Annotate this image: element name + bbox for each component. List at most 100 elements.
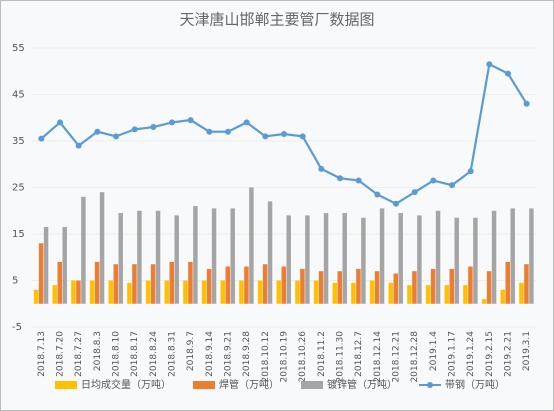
x-tick-label: 2018.8.3 — [93, 331, 103, 371]
line-point — [243, 119, 250, 126]
bar — [505, 261, 510, 304]
bar — [318, 271, 324, 304]
bar — [155, 210, 161, 304]
x-tick-label: 2018.11.30 — [336, 331, 346, 383]
x-tick-label: 2018.9.14 — [205, 331, 215, 377]
bar — [137, 210, 142, 304]
bar — [108, 280, 114, 304]
legend-symbol — [301, 381, 323, 389]
line-point — [169, 119, 175, 126]
bar — [183, 280, 188, 304]
line-point — [318, 165, 325, 172]
bar — [89, 280, 95, 304]
bar — [262, 264, 268, 304]
bar — [99, 192, 105, 304]
x-tick-label: 2018.7.13 — [37, 331, 47, 377]
bar — [323, 213, 329, 304]
line-point — [150, 124, 157, 131]
bar — [463, 285, 468, 304]
bar — [342, 213, 347, 304]
line-point — [486, 61, 493, 68]
x-tick-label: 2019.1.4 — [429, 331, 439, 371]
bar — [313, 280, 319, 304]
bar — [225, 266, 230, 304]
bar — [193, 206, 198, 304]
line-point — [94, 128, 101, 135]
bar — [257, 280, 263, 304]
bar — [369, 280, 375, 304]
legend-symbol — [55, 381, 77, 389]
bar — [500, 289, 506, 304]
bar — [337, 271, 342, 304]
bar — [38, 243, 44, 304]
bar — [430, 268, 436, 304]
bar — [351, 282, 356, 304]
bar — [71, 280, 76, 304]
line-point — [505, 70, 511, 77]
line-point — [299, 133, 306, 140]
bar — [267, 201, 273, 304]
x-tick-label: 2018.7.27 — [74, 331, 84, 377]
line-point — [38, 135, 45, 142]
x-tick-label: 2018.12.21 — [392, 331, 402, 383]
chart-title: 天津唐山邯郸主要管厂数据图 — [179, 11, 374, 29]
bar — [174, 215, 179, 304]
bar — [510, 208, 515, 304]
line-point — [225, 128, 231, 135]
legend-label: 日均成交量（万吨） — [81, 378, 171, 391]
line-point — [337, 175, 343, 182]
bar — [113, 264, 118, 304]
bar — [473, 217, 478, 304]
bar — [249, 187, 254, 304]
legend-symbol — [427, 382, 433, 388]
line-point — [281, 131, 287, 138]
bar — [276, 280, 282, 304]
x-tick-label: 2018.9.21 — [224, 331, 234, 377]
x-tick-label: 2018.11.2 — [317, 331, 327, 377]
bar — [52, 285, 58, 304]
line-point — [187, 117, 194, 124]
x-tick-label: 2019.2.15 — [485, 331, 495, 377]
bar — [454, 217, 459, 304]
legend-symbol — [193, 381, 215, 389]
bar — [361, 217, 366, 304]
x-tick-label: 2018.10.26 — [298, 331, 308, 383]
line-point — [449, 182, 455, 189]
legend-label: 带钢（万吨） — [445, 378, 505, 391]
x-tick-label: 2018.7.20 — [56, 331, 66, 377]
bar — [118, 213, 123, 304]
bar — [164, 280, 170, 304]
bar — [398, 213, 403, 304]
bar — [81, 196, 86, 304]
bar — [393, 273, 398, 304]
x-tick-label: 2018.10.19 — [280, 331, 290, 383]
bar — [94, 261, 100, 304]
x-tick-label: 2018.12.14 — [373, 331, 383, 383]
x-tick-label: 2019.1.24 — [466, 331, 476, 377]
bar — [529, 208, 534, 304]
bar — [211, 208, 217, 304]
bar — [132, 264, 137, 304]
bar — [220, 280, 226, 304]
bar — [62, 227, 67, 304]
bar — [444, 285, 450, 304]
bar — [239, 280, 244, 304]
bar — [425, 285, 431, 304]
line-point — [393, 200, 399, 207]
y-tick-label: 45 — [12, 90, 25, 101]
bar — [230, 208, 235, 304]
bar — [244, 266, 249, 304]
bar — [491, 210, 497, 304]
y-tick-label: 25 — [12, 183, 25, 194]
bar — [127, 282, 132, 304]
bar — [449, 268, 454, 304]
bar — [295, 280, 300, 304]
x-tick-label: 2018.10.12 — [261, 331, 271, 383]
line-point — [131, 126, 138, 133]
bar — [286, 215, 291, 304]
bar — [169, 261, 174, 304]
line-point — [355, 177, 362, 184]
bar — [332, 282, 338, 304]
bar — [43, 227, 49, 304]
